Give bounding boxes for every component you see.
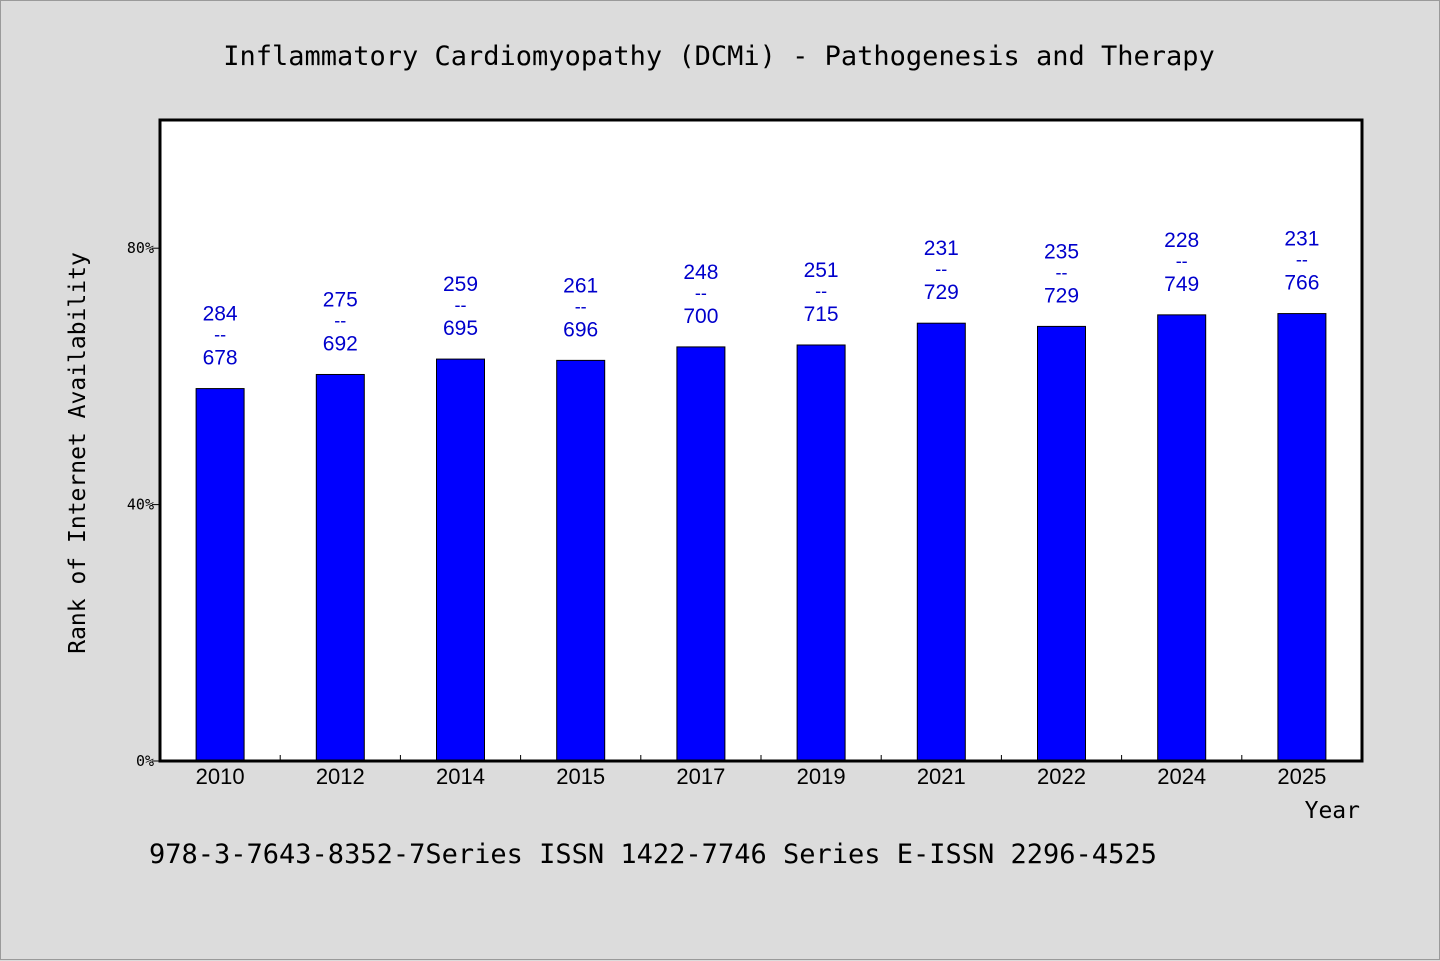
total-label: 729: [1044, 284, 1079, 307]
rank-label: 284: [203, 303, 238, 326]
total-label: 766: [1284, 272, 1319, 295]
bar: [195, 388, 245, 762]
x-tick-label: 2010: [196, 764, 245, 789]
label-separator: --: [455, 295, 467, 315]
y-tick-label: 40%: [127, 496, 154, 514]
total-label: 749: [1164, 273, 1199, 296]
rank-label: 235: [1044, 240, 1079, 263]
rank-label: 231: [924, 237, 959, 260]
rank-label: 275: [323, 288, 358, 311]
total-label: 696: [563, 318, 598, 341]
label-separator: --: [575, 296, 587, 316]
total-label: 700: [683, 305, 718, 328]
total-label: 692: [323, 332, 358, 355]
rank-label: 228: [1164, 229, 1199, 252]
bar: [676, 346, 726, 762]
bar: [1037, 325, 1086, 762]
x-tick-label: 2024: [1157, 764, 1206, 789]
isbn-footer: 978-3-7643-8352-7Series ISSN 1422-7746 S…: [149, 839, 1157, 870]
x-tick-label: 2017: [676, 764, 725, 789]
x-axis-label: Year: [1305, 798, 1360, 824]
label-separator: --: [334, 310, 346, 330]
bar: [1157, 314, 1207, 762]
y-tick-label: 0%: [136, 752, 154, 770]
bar: [436, 358, 485, 762]
label-separator: --: [695, 283, 707, 303]
plot-border: [158, 118, 1364, 763]
x-tick-label: 2014: [436, 764, 485, 789]
total-label: 729: [924, 281, 959, 304]
label-separator: --: [1296, 250, 1308, 270]
bar: [1277, 313, 1327, 762]
rank-label: 248: [683, 261, 718, 284]
rank-label: 259: [443, 273, 478, 296]
rank-label: 251: [804, 259, 839, 282]
chart-title: Inflammatory Cardiomyopathy (DCMi) - Pat…: [223, 41, 1215, 72]
x-tick-label: 2021: [917, 764, 966, 789]
x-tick-label: 2019: [797, 764, 846, 789]
label-separator: --: [1056, 262, 1068, 282]
bar: [315, 373, 365, 762]
label-separator: --: [815, 281, 827, 301]
x-tick-label: 2025: [1277, 764, 1326, 789]
y-axis-label: Rank of Internet Availability: [65, 252, 91, 654]
rank-label: 261: [563, 274, 598, 297]
x-tick-label: 2015: [556, 764, 605, 789]
x-tick-label: 2012: [316, 764, 365, 789]
x-tick-label: 2022: [1037, 764, 1086, 789]
label-separator: --: [935, 259, 947, 279]
bar: [796, 344, 846, 762]
bar: [916, 322, 966, 762]
label-separator: --: [1176, 251, 1188, 271]
y-tick-label: 80%: [127, 239, 154, 257]
bar: [556, 359, 606, 762]
data-labels-layer: 2010284--6782012275--6922014259--6952015…: [196, 228, 1327, 789]
label-separator: --: [214, 325, 226, 345]
total-label: 715: [804, 303, 839, 326]
bars-layer: [195, 313, 1327, 762]
total-label: 678: [203, 347, 238, 370]
rank-label: 231: [1284, 228, 1319, 251]
total-label: 695: [443, 317, 478, 340]
